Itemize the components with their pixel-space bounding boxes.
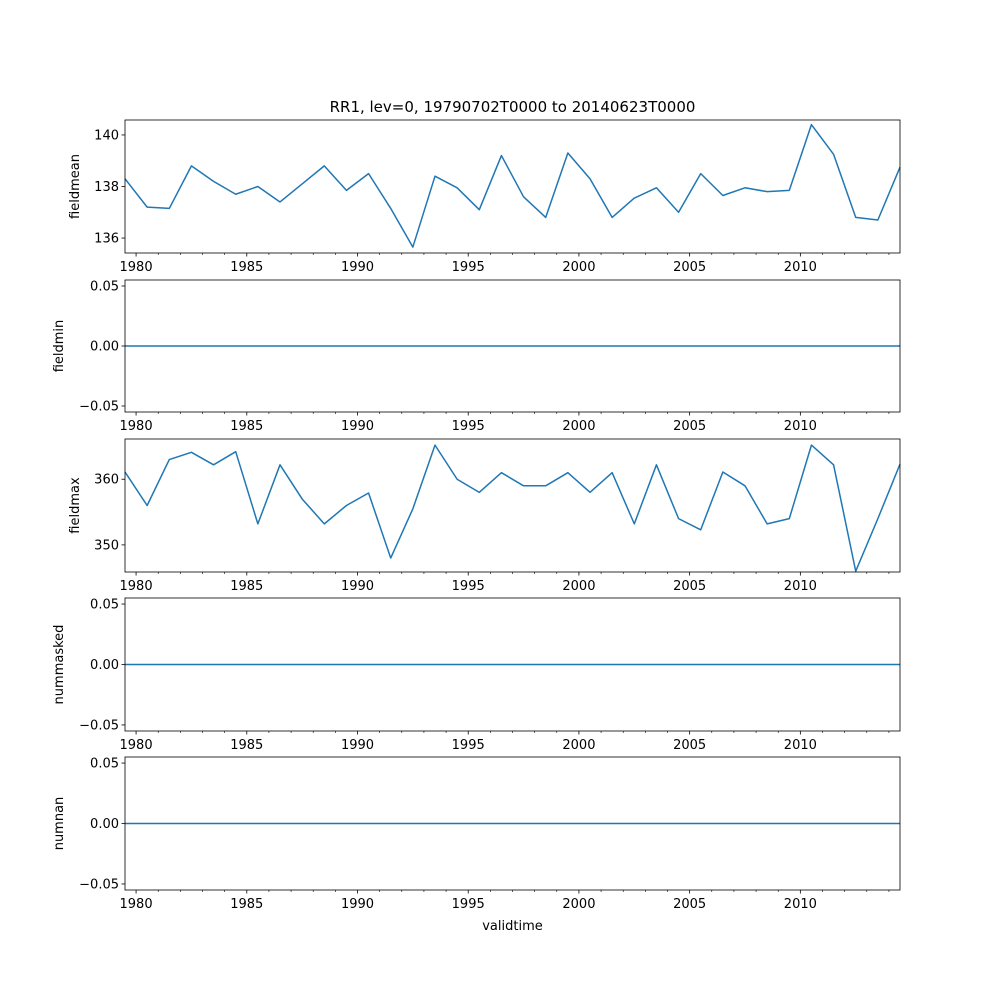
panel-fieldmax-x-tick-label: 1980 [120,579,153,594]
panel-fieldmean-x-tick-label: 1985 [230,260,263,275]
panel-nummasked-y-tick-label: 0.05 [90,598,119,613]
panel-nummasked-x-tick-label: 1990 [341,738,374,753]
subplot-stack: 136 138 140 1980 1985 1990 1995 2000 2005 2010 fie… [52,119,901,912]
panel-nummasked-y-tick-label: −0.05 [79,718,119,733]
panel-fieldmax-y-tick-label: 360 [94,473,119,488]
panel-numnan: −0.05 0.00 0.05 1980 1985 1990 1995 2000 2005 201… [52,757,901,912]
panel-fieldmax-x-tick-label: 2000 [562,579,595,594]
panel-nummasked-x-tick-label: 1980 [120,738,153,753]
panel-fieldmax-series-line [124,444,901,572]
panel-nummasked-x-tick-label: 1985 [230,738,263,753]
panel-fieldmax: 350 360 1980 1985 1990 1995 2000 2005 2010 fieldm… [68,438,901,594]
panel-fieldmean-frame [124,119,901,254]
panel-fieldmean-x-tick-label: 2005 [673,260,706,275]
panel-numnan-y-tick-label: 0.05 [90,757,119,772]
panel-fieldmin-x-tick-label: 1995 [452,419,485,434]
panel-fieldmax-x-tick-label: 2005 [673,579,706,594]
panel-fieldmean-series-line [124,123,901,248]
panel-fieldmax-y-tick-label: 350 [94,538,119,553]
panel-fieldmean: 136 138 140 1980 1985 1990 1995 2000 2005 2010 fie… [68,119,901,275]
panel-fieldmean-x-tick-label: 1995 [452,260,485,275]
panel-fieldmean-x-tick-label: 1990 [341,260,374,275]
panel-nummasked-x-tick-label: 1995 [452,738,485,753]
panel-fieldmean-y-tick-label: 140 [94,128,119,143]
panel-numnan-x-tick-label: 2000 [562,897,595,912]
panel-fieldmax-frame [124,438,901,573]
panel-numnan-x-tick-label: 1995 [452,897,485,912]
panel-numnan-y-tick-label: 0.00 [90,817,119,832]
panel-fieldmin-x-tick-label: 2010 [784,419,817,434]
panel-fieldmax-y-axis-label: fieldmax [68,477,83,534]
panel-fieldmean-x-tick-label: 2010 [784,260,817,275]
panel-fieldmean-y-tick-label: 138 [94,180,119,195]
panel-numnan-y-axis-label: numnan [52,797,67,851]
panel-fieldmin-y-tick-label: −0.05 [79,400,119,415]
panel-nummasked-x-tick-label: 2005 [673,738,706,753]
panel-nummasked: −0.05 0.00 0.05 1980 1985 1990 1995 2000 2005 201… [52,598,901,753]
panel-fieldmean-y-tick-label: 136 [94,232,119,247]
panel-fieldmin-x-tick-label: 1990 [341,419,374,434]
panel-fieldmin-x-tick-label: 1980 [120,419,153,434]
panel-fieldmin-y-tick-label: 0.00 [90,340,119,355]
panel-fieldmean-x-tick-label: 2000 [562,260,595,275]
panel-numnan-x-tick-label: 1980 [120,897,153,912]
panel-nummasked-x-tick-label: 2000 [562,738,595,753]
panel-fieldmean-x-tick-label: 1980 [120,260,153,275]
panel-fieldmean-y-axis-label: fieldmean [68,154,83,219]
panel-numnan-y-tick-label: −0.05 [79,877,119,892]
panel-fieldmin-y-tick-label: 0.05 [90,280,119,295]
panel-nummasked-x-tick-label: 2010 [784,738,817,753]
panel-numnan-x-tick-label: 1985 [230,897,263,912]
x-axis-label: validtime [482,919,543,934]
panel-numnan-x-tick-label: 1990 [341,897,374,912]
panel-fieldmin-x-tick-label: 2000 [562,419,595,434]
chart-title: RR1, lev=0, 19790702T0000 to 20140623T00… [330,98,696,116]
panel-nummasked-y-axis-label: nummasked [52,625,67,705]
panel-fieldmax-x-tick-label: 2010 [784,579,817,594]
panel-fieldmin: −0.05 0.00 0.05 1980 1985 1990 1995 2000 2005 201… [52,280,901,434]
panel-fieldmin-x-tick-label: 2005 [673,419,706,434]
panel-fieldmax-x-tick-label: 1985 [230,579,263,594]
panel-fieldmin-x-tick-label: 1985 [230,419,263,434]
panel-fieldmax-x-tick-label: 1995 [452,579,485,594]
panel-fieldmax-x-tick-label: 1990 [341,579,374,594]
panel-nummasked-y-tick-label: 0.00 [90,658,119,673]
panel-numnan-x-tick-label: 2010 [784,897,817,912]
panel-numnan-x-tick-label: 2005 [673,897,706,912]
panel-fieldmin-y-axis-label: fieldmin [52,320,67,373]
